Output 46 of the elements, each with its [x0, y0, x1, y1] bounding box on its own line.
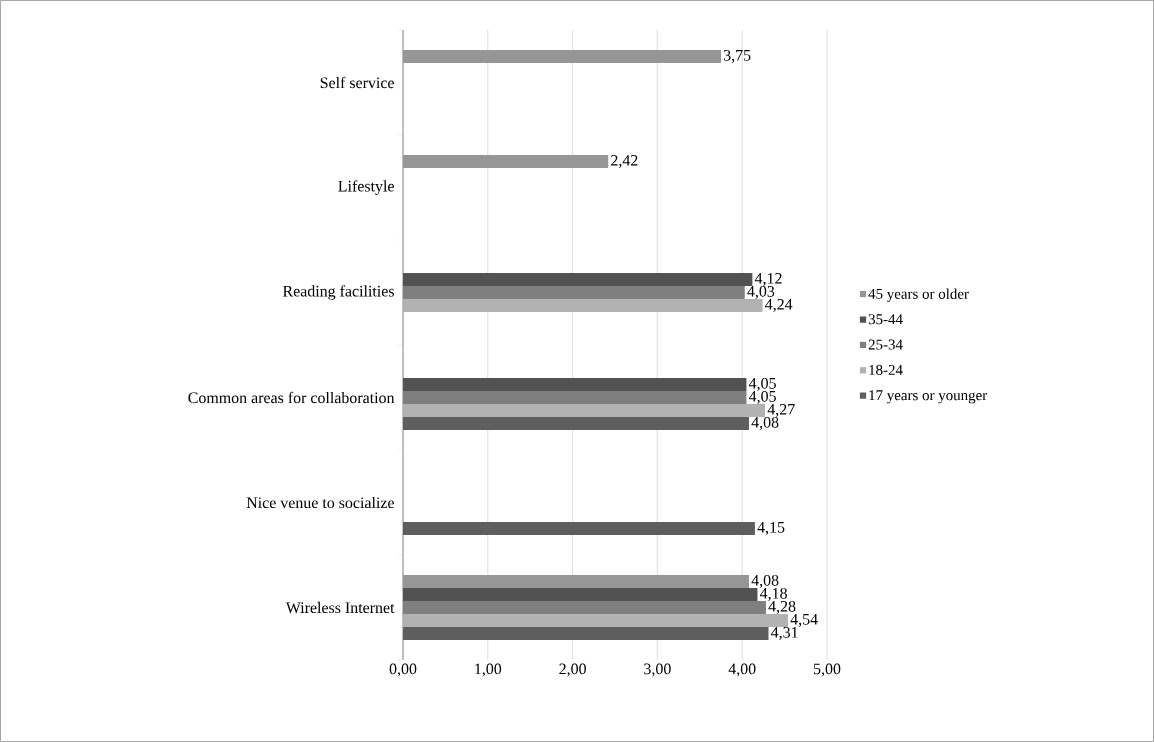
bar	[403, 377, 747, 391]
y-tick-label: Lifestyle	[338, 180, 394, 195]
x-tick-label: 2,00	[559, 663, 586, 677]
data-label: 4,05	[748, 377, 776, 392]
bar	[403, 49, 721, 63]
x-tick-label: 3,00	[644, 663, 671, 677]
y-tick-label: Wireless Internet	[285, 601, 395, 614]
legend-label: 18-24	[869, 364, 903, 375]
bar	[403, 521, 755, 535]
data-label: 4,12	[754, 272, 782, 286]
bar	[403, 587, 758, 601]
bar	[403, 285, 745, 299]
legend-label: 35-44	[868, 314, 903, 325]
y-tick-label: Self service	[320, 76, 394, 89]
data-label: 4,03	[747, 285, 775, 300]
bar	[403, 403, 766, 417]
x-tick-label: 4,00	[728, 663, 756, 677]
data-label: 2,42	[611, 154, 638, 168]
bar	[403, 416, 749, 430]
y-tick-label: Reading facilities	[282, 285, 394, 300]
legend-label: 25-34	[868, 339, 903, 350]
data-label: 4,15	[757, 522, 785, 535]
bar	[403, 613, 788, 627]
data-label: 4,08	[751, 416, 779, 431]
y-tick-label: Nice venue to socialize	[246, 496, 394, 509]
data-label: 4,27	[767, 403, 795, 417]
bar	[403, 626, 769, 640]
x-tick-label: 0,00	[389, 663, 417, 677]
bar	[403, 272, 753, 286]
data-label: 4,05	[748, 390, 776, 405]
data-label: 4,24	[765, 298, 793, 312]
x-tick-label: 5,00	[813, 663, 841, 677]
data-label: 3,75	[723, 49, 751, 63]
data-label: 4,31	[771, 626, 798, 640]
data-label: 4,18	[759, 587, 787, 602]
bar	[403, 390, 747, 404]
y-tick-label: Common areas for collaboration	[188, 391, 395, 404]
bar	[403, 154, 609, 168]
bar	[403, 574, 749, 588]
legend-label: 17 years or younger	[869, 390, 988, 404]
data-label: 4,28	[768, 600, 796, 615]
legend-label: 45 years or older	[868, 288, 969, 302]
data-label: 4,08	[751, 574, 779, 589]
x-tick-label: 1,00	[475, 663, 502, 677]
data-label: 4,54	[790, 614, 818, 627]
bar	[403, 600, 766, 614]
